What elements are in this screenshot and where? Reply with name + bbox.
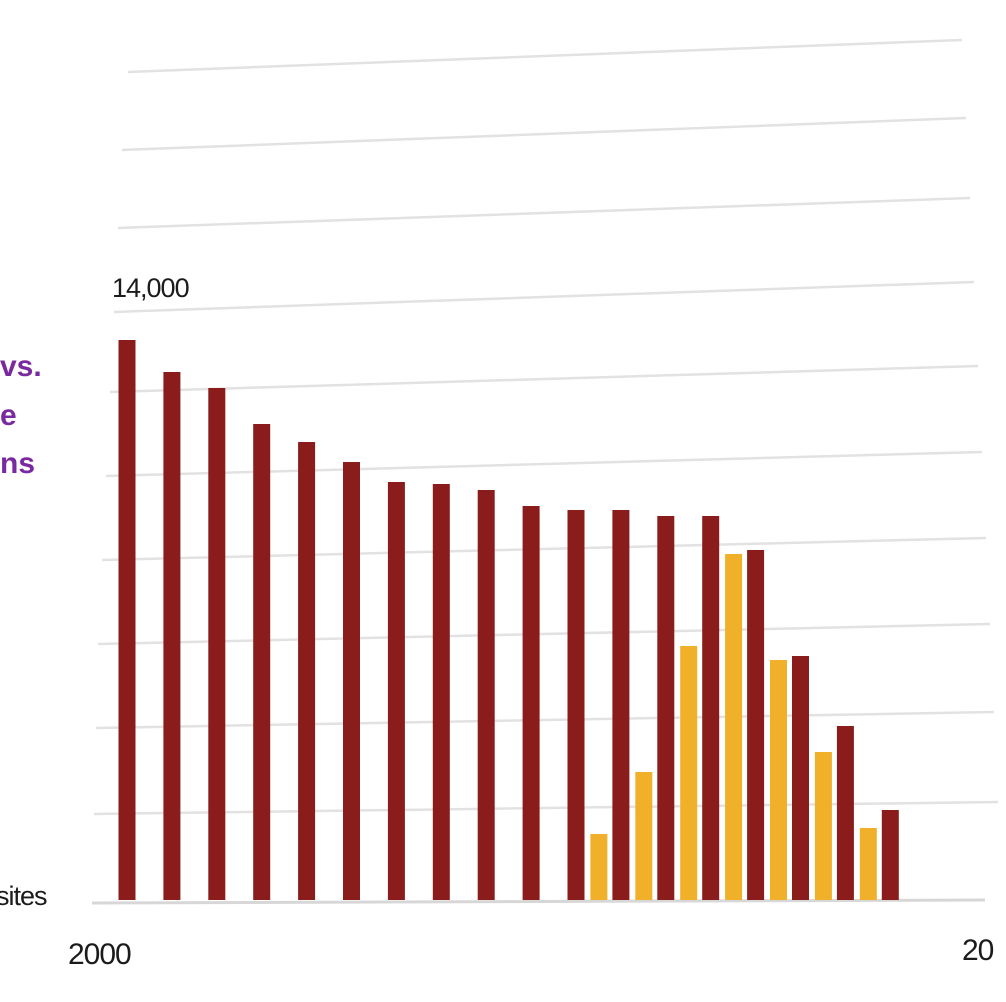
bar-series-1-5	[298, 442, 316, 900]
y-max-tick-label: 14,000	[112, 273, 189, 303]
bar-series-1-14	[702, 516, 720, 900]
bars	[118, 340, 899, 900]
bar-series-2-15	[725, 554, 743, 900]
bar-series-1-10	[522, 506, 540, 900]
title-fragment-3: ns	[0, 447, 35, 480]
bar-series-2-13	[635, 772, 653, 900]
bar-series-1-1	[118, 340, 136, 900]
bar-series-2-17	[814, 752, 832, 900]
bar-series-2-12	[590, 834, 608, 900]
bar-series-1-16	[792, 656, 809, 900]
bar-series-1-7	[387, 482, 405, 900]
bar-series-1-18	[881, 810, 899, 900]
gridline-10	[93, 800, 999, 816]
x-start-tick-label: 2000	[68, 938, 131, 971]
bar-series-1-12	[612, 510, 630, 900]
x-axis-baseline	[91, 898, 986, 905]
bar-series-1-8	[432, 484, 450, 900]
bar-series-1-3	[208, 388, 226, 900]
title-fragment-1: vs.	[0, 350, 42, 383]
bar-series-1-11	[567, 510, 585, 900]
bar-series-1-17	[836, 726, 854, 900]
legend-fragment: sites	[0, 881, 47, 911]
bar-series-1-9	[477, 490, 495, 900]
gridline-9	[95, 710, 995, 730]
gridline-2	[121, 116, 967, 152]
gridline-5	[109, 364, 979, 394]
bar-series-2-18	[859, 828, 877, 900]
bar-series-1-4	[253, 424, 271, 900]
x-end-tick-label: 20	[962, 934, 994, 967]
gridline-1	[127, 38, 963, 74]
bar-series-1-15	[747, 550, 765, 900]
gridlines	[93, 38, 999, 816]
gridline-6	[105, 450, 983, 478]
bar-series-1-2	[163, 372, 181, 900]
bar-series-2-14	[680, 646, 698, 900]
bar-series-1-6	[343, 462, 360, 900]
bar-series-2-16	[770, 660, 787, 900]
gridline-3	[117, 196, 971, 230]
gridline-4	[113, 280, 975, 314]
gridline-8	[97, 622, 991, 646]
title-fragment-2: e	[0, 399, 17, 432]
gridline-7	[101, 536, 987, 562]
bar-series-1-13	[657, 516, 675, 900]
